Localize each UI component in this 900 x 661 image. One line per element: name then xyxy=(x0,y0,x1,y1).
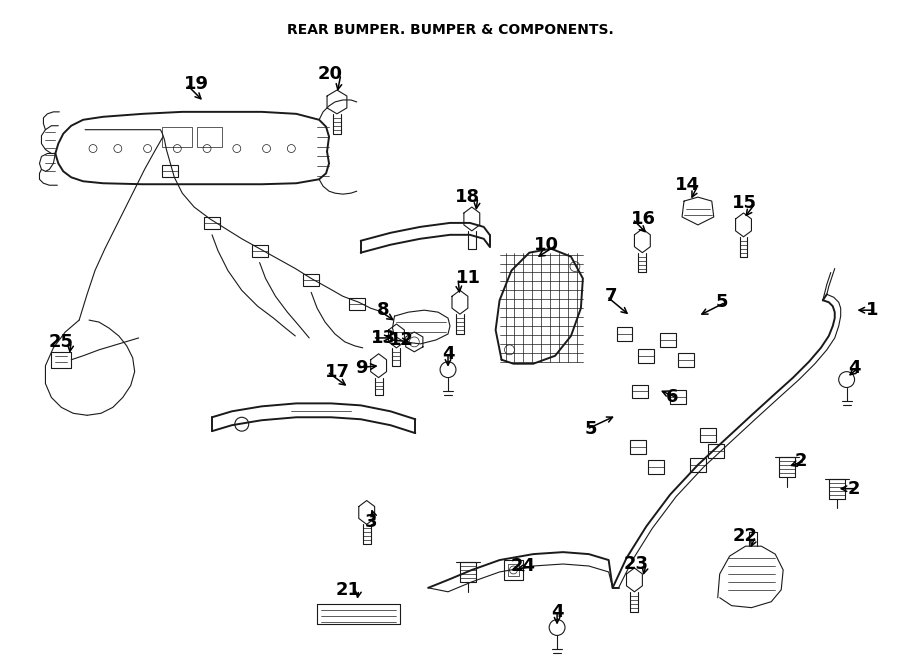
Bar xyxy=(631,440,646,454)
Bar xyxy=(349,298,364,310)
Bar xyxy=(638,349,654,363)
Text: 5: 5 xyxy=(585,420,598,438)
Bar xyxy=(252,245,267,256)
Bar xyxy=(678,353,694,367)
Text: 23: 23 xyxy=(624,555,648,573)
Text: 6: 6 xyxy=(666,389,678,407)
Bar xyxy=(204,217,220,229)
Text: 21: 21 xyxy=(336,581,361,599)
Bar xyxy=(162,165,178,177)
Bar xyxy=(633,385,648,399)
Text: 5: 5 xyxy=(716,293,727,311)
Bar xyxy=(707,444,724,458)
Bar xyxy=(616,327,633,341)
Text: 2: 2 xyxy=(795,452,807,470)
Bar xyxy=(661,333,676,347)
Text: 7: 7 xyxy=(605,288,617,305)
Text: 15: 15 xyxy=(733,194,758,212)
Text: 4: 4 xyxy=(551,603,563,621)
Text: 16: 16 xyxy=(631,210,655,228)
Text: 17: 17 xyxy=(325,363,350,381)
Bar xyxy=(700,428,716,442)
Text: 20: 20 xyxy=(318,65,343,83)
Text: 10: 10 xyxy=(534,236,559,254)
Text: 1: 1 xyxy=(866,301,878,319)
Bar xyxy=(508,564,519,576)
Text: 4: 4 xyxy=(848,359,860,377)
Text: 19: 19 xyxy=(184,75,210,93)
Text: 2: 2 xyxy=(848,480,860,498)
Text: 11: 11 xyxy=(456,270,481,288)
Text: REAR BUMPER. BUMPER & COMPONENTS.: REAR BUMPER. BUMPER & COMPONENTS. xyxy=(286,22,614,36)
Bar xyxy=(197,127,222,147)
Bar xyxy=(303,274,320,286)
Bar xyxy=(503,560,524,580)
Text: 8: 8 xyxy=(376,301,389,319)
Text: 24: 24 xyxy=(510,557,536,575)
Bar xyxy=(670,391,686,405)
Text: 12: 12 xyxy=(389,331,413,349)
Text: 3: 3 xyxy=(365,514,378,531)
Text: 4: 4 xyxy=(442,345,454,363)
Bar xyxy=(648,460,664,474)
Text: 25: 25 xyxy=(49,333,73,351)
Text: 14: 14 xyxy=(675,176,700,194)
Text: 13: 13 xyxy=(371,329,396,347)
Bar xyxy=(690,458,706,472)
Text: 22: 22 xyxy=(733,527,758,545)
Text: 18: 18 xyxy=(454,188,480,206)
Text: 9: 9 xyxy=(355,359,367,377)
Bar xyxy=(162,127,193,147)
